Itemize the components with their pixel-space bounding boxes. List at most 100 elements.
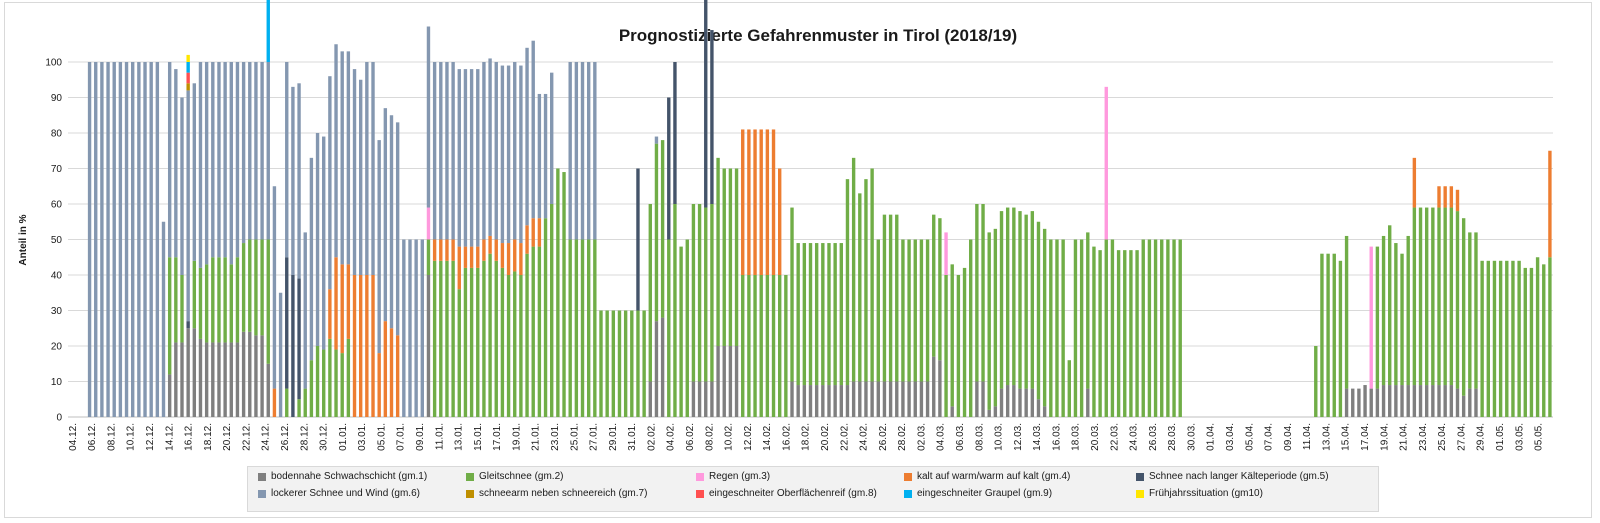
bar-segment-gm5	[673, 62, 677, 204]
bar-segment-gm2	[1135, 250, 1139, 417]
bar-segment-gm2	[1400, 253, 1404, 386]
bar-segment-gm6	[204, 62, 209, 265]
bar-segment-gm2	[753, 275, 757, 417]
bar-segment-gm1	[1437, 385, 1441, 417]
bar-segment-gm2	[913, 239, 917, 382]
bar-segment-gm1	[722, 346, 726, 417]
bar-segment-gm4	[537, 218, 542, 247]
bar-segment-gm6	[389, 115, 394, 329]
bar-segment-gm2	[513, 271, 517, 417]
bar-segment-gm5	[636, 168, 640, 311]
bar-segment-gm2	[463, 267, 468, 417]
x-tick-label: 14.02.	[762, 423, 773, 451]
bar-segment-gm4	[328, 289, 332, 339]
bar-segment-gm6	[94, 62, 98, 417]
bar-segment-gm6	[334, 44, 338, 258]
bar-segment-gm6	[167, 62, 172, 258]
bar-segment-gm6	[291, 86, 295, 275]
x-tick-label: 27.01.	[589, 423, 600, 451]
bar-segment-gm6	[445, 62, 449, 240]
bar-segment-gm1	[999, 388, 1004, 417]
bar-segment-gm1	[1388, 385, 1392, 417]
bar-segment-gm1	[1018, 388, 1022, 417]
bar-segment-gm2	[956, 275, 961, 417]
x-tick-label: 20.12.	[222, 423, 233, 451]
x-tick-label: 18.12.	[203, 423, 214, 451]
bar-segment-gm4	[513, 239, 517, 272]
bar-segment-gm6	[402, 239, 406, 417]
x-tick-label: 01.04.	[1206, 423, 1217, 451]
bar-segment-gm6	[586, 62, 591, 240]
bar-segment-gm1	[1431, 385, 1435, 417]
bar-segment-gm1	[654, 321, 659, 417]
x-tick-label: 24.02.	[859, 423, 870, 451]
bar-segment-gm2	[562, 172, 566, 417]
legend: bodennahe Schwachschicht (gm.1) Gleitschn…	[247, 466, 1379, 512]
bar-segment-gm6	[297, 83, 301, 279]
bar-segment-gm9	[186, 62, 190, 73]
bar-segment-gm1	[254, 335, 258, 417]
bar-segment-gm6	[328, 76, 332, 290]
bar-segment-gm2	[1511, 260, 1515, 417]
bar-segment-gm1	[888, 381, 893, 417]
bar-segment-gm2	[981, 204, 985, 382]
x-tick-label: 04.03.	[936, 423, 947, 451]
legend-label: Schnee nach langer Kälteperiode (gm.5)	[1149, 471, 1329, 482]
bar-segment-gm1	[167, 374, 172, 417]
bar-segment-gm2	[821, 243, 825, 386]
bar-segment-gm2	[1079, 239, 1084, 417]
bar-segment-gm2	[1498, 260, 1503, 417]
bar-segment-gm2	[599, 310, 603, 417]
bar-segment-gm2	[932, 214, 936, 357]
x-tick-label: 09.01.	[415, 423, 426, 451]
bar-segment-gm4	[383, 321, 388, 417]
y-tick-label: 10	[51, 377, 63, 388]
x-tick-label: 16.12.	[184, 423, 195, 451]
legend-item: Regen (gm.3)	[696, 471, 770, 482]
bar-segment-gm5	[710, 30, 714, 204]
bar-segment-gm2	[814, 243, 819, 386]
x-tick-label: 08.02.	[704, 423, 715, 451]
bar-segment-gm6	[235, 62, 240, 258]
bar-segment-gm2	[617, 310, 622, 417]
x-tick-label: 12.02.	[743, 423, 754, 451]
bar-segment-gm1	[987, 409, 991, 417]
bar-segment-gm2	[266, 239, 270, 364]
bar-segment-gm1	[1468, 388, 1472, 417]
bar-segment-gm1	[691, 381, 696, 417]
legend-label: eingeschneiter Graupel (gm.9)	[917, 488, 1053, 499]
bar-segment-gm6	[180, 97, 184, 275]
bar-segment-gm6	[543, 93, 548, 219]
bar-segment-gm2	[944, 275, 948, 417]
legend-item: kalt auf warm/warm auf kalt (gm.4)	[904, 471, 1070, 482]
bar-segment-gm2	[969, 239, 973, 417]
bar-segment-gm2	[1443, 207, 1447, 386]
bar-segment-gm2	[839, 243, 843, 386]
bar-segment-gm2	[827, 243, 831, 386]
bar-segment-gm2	[1012, 207, 1016, 386]
bar-segment-gm2	[506, 275, 511, 417]
bar-segment-gm1	[1024, 388, 1028, 417]
bar-segment-gm1	[864, 381, 868, 417]
bar-segment-gm2	[500, 267, 505, 417]
bar-segment-gm6	[593, 62, 597, 240]
bar-segment-gm2	[488, 253, 492, 417]
bar-segment-gm6	[476, 69, 480, 247]
legend-item: Frühjahrssituation (gm10)	[1136, 488, 1263, 499]
bar-segment-gm2	[1086, 232, 1090, 389]
bar-segment-gm1	[907, 381, 911, 417]
bar-segment-gm1	[1418, 385, 1423, 417]
bar-segment-gm2	[630, 310, 634, 417]
bar-segment-gm2	[586, 239, 591, 417]
bar-segment-gm2	[784, 275, 788, 417]
x-tick-label: 01.05.	[1495, 423, 1506, 451]
bar-segment-gm1	[1357, 388, 1361, 417]
legend-label: schneearm neben schneereich (gm.7)	[479, 488, 648, 499]
x-tick-label: 03.04.	[1225, 423, 1236, 451]
bar-segment-gm2	[1412, 207, 1417, 386]
bar-segment-gm6	[137, 62, 141, 417]
bar-segment-gm1	[235, 342, 240, 417]
y-tick-label: 100	[45, 58, 62, 69]
y-axis-label: Anteil in %	[18, 214, 29, 265]
